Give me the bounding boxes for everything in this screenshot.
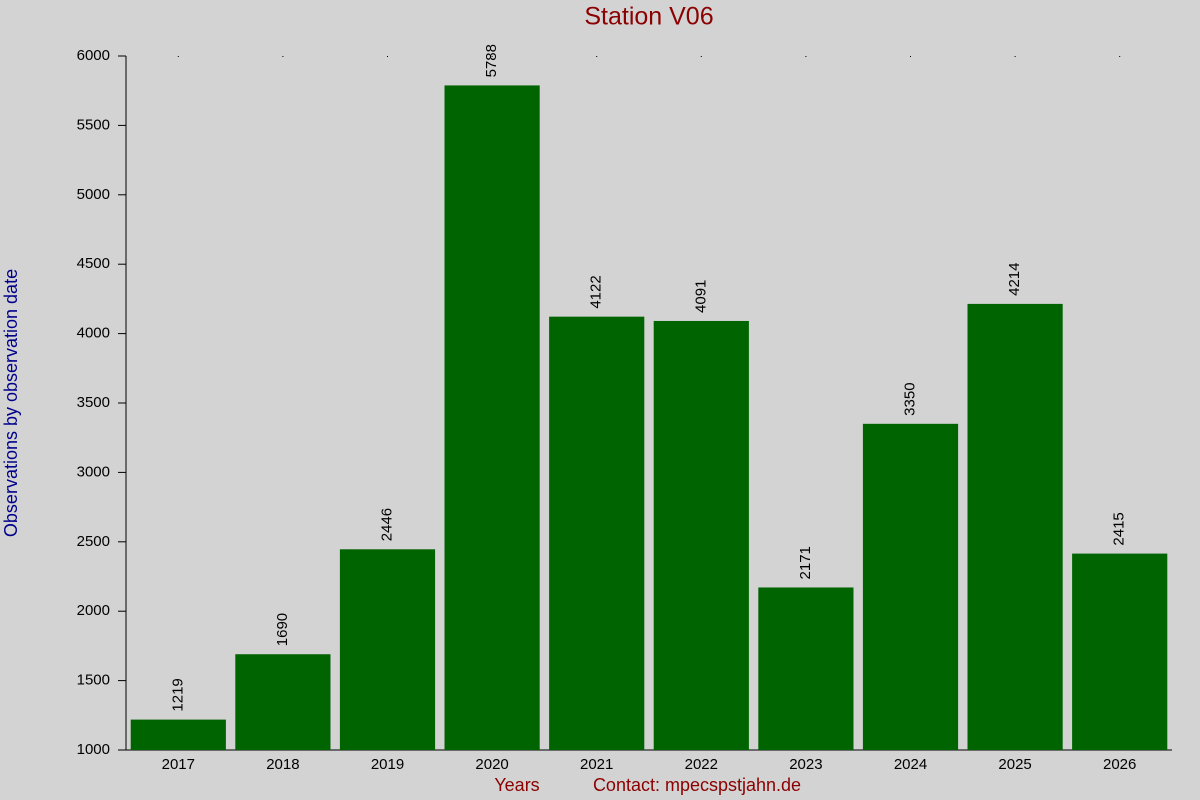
x-tick-label: 2020	[475, 756, 508, 773]
contact: Contact: mpecspstjahn.de	[593, 775, 801, 795]
y-tick-label: 6000	[77, 47, 110, 64]
x-tick-label: 2021	[580, 756, 613, 773]
bar	[235, 654, 331, 750]
bar	[1072, 553, 1168, 750]
value-label: 2415	[1111, 512, 1128, 545]
x-tick-label: 2019	[371, 756, 404, 773]
x-tick-label: 2018	[266, 756, 299, 773]
x-tick-label: 2025	[998, 756, 1031, 773]
bar	[339, 549, 436, 750]
x-tick-label: 2024	[894, 756, 927, 773]
value-label: 1219	[169, 678, 186, 711]
y-tick-label: 5000	[77, 186, 110, 203]
x-tick-label: 2026	[1103, 756, 1136, 773]
value-label: 2171	[797, 546, 814, 579]
value-label: 4091	[692, 280, 709, 313]
bar	[130, 719, 226, 750]
bar	[444, 85, 540, 750]
x-axis-label: Years	[494, 775, 539, 795]
value-label: 4214	[1006, 263, 1023, 296]
y-tick-label: 1000	[77, 741, 110, 758]
value-label: 1690	[274, 613, 291, 646]
bar	[549, 316, 645, 750]
chart-title: Station V06	[584, 3, 713, 31]
value-label: 2446	[378, 508, 395, 541]
y-tick-label: 2500	[77, 533, 110, 550]
y-tick-label: 3000	[77, 463, 110, 480]
bar	[967, 303, 1063, 750]
y-axis-label: Observations by observation date	[1, 269, 21, 537]
y-tick-label: 4000	[77, 325, 110, 342]
value-label: 4122	[588, 275, 605, 308]
y-tick-label: 5500	[77, 116, 110, 133]
bar	[862, 423, 959, 750]
y-tick-label: 1500	[77, 672, 110, 689]
x-tick-label: 2022	[685, 756, 718, 773]
x-tick-label: 2023	[789, 756, 822, 773]
value-label: 3350	[901, 382, 918, 415]
x-tick-label: 2017	[162, 756, 195, 773]
y-tick-label: 2000	[77, 602, 110, 619]
bar	[653, 320, 749, 750]
y-tick-label: 4500	[77, 255, 110, 272]
value-label: 5788	[483, 44, 500, 77]
y-tick-label: 3500	[77, 394, 110, 411]
bar	[758, 587, 854, 750]
